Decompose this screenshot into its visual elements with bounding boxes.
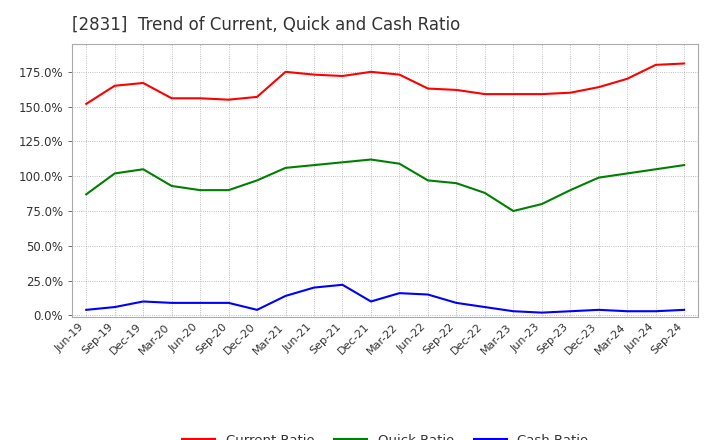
Quick Ratio [537,202,546,207]
Cash Ratio [652,308,660,314]
Quick Ratio [452,180,461,186]
Cash Ratio [110,304,119,310]
Current Ratio [452,87,461,92]
Cash Ratio [480,304,489,310]
Current Ratio [196,95,204,101]
Cash Ratio [139,299,148,304]
Current Ratio [139,81,148,86]
Current Ratio [623,76,631,81]
Cash Ratio [623,308,631,314]
Legend: Current Ratio, Quick Ratio, Cash Ratio: Current Ratio, Quick Ratio, Cash Ratio [177,429,593,440]
Current Ratio [110,83,119,88]
Cash Ratio [225,300,233,305]
Current Ratio [338,73,347,79]
Cash Ratio [196,300,204,305]
Cash Ratio [566,308,575,314]
Line: Current Ratio: Current Ratio [86,63,684,104]
Current Ratio [652,62,660,67]
Quick Ratio [110,171,119,176]
Current Ratio [310,72,318,77]
Current Ratio [167,95,176,101]
Quick Ratio [82,192,91,197]
Text: [2831]  Trend of Current, Quick and Cash Ratio: [2831] Trend of Current, Quick and Cash … [72,16,460,34]
Line: Quick Ratio: Quick Ratio [86,160,684,211]
Quick Ratio [680,162,688,168]
Cash Ratio [82,307,91,312]
Current Ratio [566,90,575,95]
Cash Ratio [423,292,432,297]
Quick Ratio [395,161,404,166]
Current Ratio [225,97,233,103]
Quick Ratio [282,165,290,171]
Current Ratio [423,86,432,91]
Cash Ratio [338,282,347,287]
Line: Cash Ratio: Cash Ratio [86,285,684,313]
Quick Ratio [253,178,261,183]
Quick Ratio [652,167,660,172]
Cash Ratio [167,300,176,305]
Quick Ratio [623,171,631,176]
Current Ratio [480,92,489,97]
Cash Ratio [253,307,261,312]
Current Ratio [366,69,375,74]
Cash Ratio [452,300,461,305]
Cash Ratio [509,308,518,314]
Quick Ratio [423,178,432,183]
Cash Ratio [395,290,404,296]
Cash Ratio [310,285,318,290]
Quick Ratio [167,183,176,189]
Current Ratio [282,69,290,74]
Quick Ratio [139,167,148,172]
Quick Ratio [509,209,518,214]
Current Ratio [253,94,261,99]
Cash Ratio [366,299,375,304]
Quick Ratio [225,187,233,193]
Cash Ratio [680,307,688,312]
Cash Ratio [537,310,546,315]
Current Ratio [537,92,546,97]
Cash Ratio [595,307,603,312]
Current Ratio [509,92,518,97]
Cash Ratio [282,293,290,299]
Quick Ratio [310,162,318,168]
Current Ratio [680,61,688,66]
Quick Ratio [338,160,347,165]
Current Ratio [395,72,404,77]
Current Ratio [82,101,91,106]
Quick Ratio [595,175,603,180]
Quick Ratio [480,190,489,195]
Quick Ratio [366,157,375,162]
Quick Ratio [196,187,204,193]
Quick Ratio [566,187,575,193]
Current Ratio [595,84,603,90]
